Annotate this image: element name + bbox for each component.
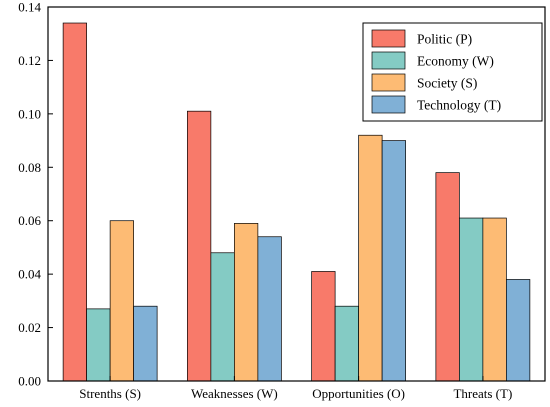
y-tick-label: 0.08 — [18, 160, 41, 175]
bar-1-1 — [62, 22, 87, 382]
bar-2-3 — [334, 305, 359, 382]
x-tick-label: Weaknesses (W) — [191, 386, 278, 401]
y-tick-label: 0.04 — [18, 267, 41, 282]
legend: Politic (P) Economy (W) Society (S) Technol… — [362, 22, 543, 122]
bar-2-1 — [86, 308, 111, 382]
bar-3-2 — [234, 223, 259, 382]
plot-frame — [47, 6, 546, 382]
bar-4-2 — [257, 236, 282, 382]
legend-label: Technology (T) — [417, 98, 501, 113]
y-tick-label: 0.14 — [18, 0, 41, 15]
legend-label: Society (S) — [417, 76, 477, 91]
legend-label: Economy (W) — [417, 54, 494, 69]
y-tick-label: 0.12 — [18, 53, 41, 68]
bar-4-1 — [133, 305, 158, 382]
legend-swatch — [371, 95, 406, 114]
legend-swatch — [371, 51, 406, 70]
legend-swatch — [371, 29, 406, 48]
y-tick-label: 0.00 — [18, 374, 41, 389]
y-axis: 0.00 0.02 0.04 0.06 0.08 0.10 0.12 0.14 — [18, 0, 53, 389]
y-tick-label: 0.02 — [18, 320, 41, 335]
legend-swatch — [371, 73, 406, 92]
bar-3-3 — [358, 134, 383, 382]
x-tick-label: Opportunities (O) — [312, 386, 405, 401]
x-tick-label: Threats (T) — [453, 386, 512, 401]
y-tick-label: 0.06 — [18, 213, 41, 228]
bar-2-2 — [210, 252, 235, 382]
bar-3-1 — [109, 220, 134, 382]
bar-4-3 — [381, 140, 406, 382]
x-axis: Strenths (S) Weaknesses (W) Opportunities … — [79, 376, 512, 401]
y-tick-label: 0.10 — [18, 106, 41, 121]
bar-4-4 — [506, 279, 531, 382]
bars-group — [62, 22, 531, 382]
bar-1-4 — [435, 172, 460, 382]
bar-2-4 — [459, 217, 484, 382]
bar-1-2 — [187, 110, 212, 382]
x-tick-label: Strenths (S) — [79, 386, 141, 401]
legend-label: Politic (P) — [417, 32, 472, 47]
bar-1-3 — [311, 271, 336, 382]
bar-3-4 — [482, 217, 507, 382]
